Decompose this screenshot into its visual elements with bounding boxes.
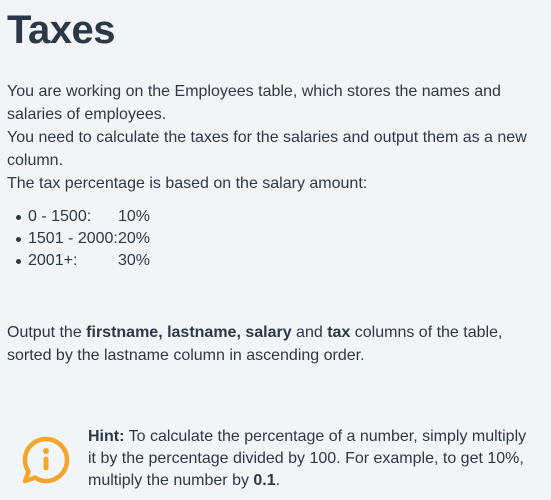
output-columns-bold: firstname, lastname, salary — [86, 324, 292, 341]
intro-line-2: You need to calculate the taxes for the … — [7, 129, 527, 169]
intro-line-3: The tax percentage is based on the salar… — [7, 175, 368, 192]
tax-tier-item: 2001+: 30% — [16, 250, 544, 272]
output-paragraph: Output the firstname, lastname, salary a… — [7, 321, 544, 367]
hint-box: Hint: To calculate the percentage of a n… — [20, 426, 540, 492]
tax-tier-range: 0 - 1500: — [28, 208, 92, 225]
tax-tier-rate: 20% — [118, 230, 151, 247]
tax-tier-range: 1501 - 2000: — [28, 230, 118, 247]
tax-tier-rate: 10% — [118, 208, 151, 225]
hint-end: . — [275, 472, 281, 489]
tax-tier-rate: 30% — [118, 252, 151, 269]
tax-tier-item: 0 - 1500: 10% — [16, 206, 544, 228]
bullet-icon — [16, 237, 21, 242]
bullet-icon — [16, 259, 21, 264]
hint-value: 0.1 — [253, 472, 276, 489]
tax-tier-list: 0 - 1500: 10% 1501 - 2000: 20% 2001+: 30… — [7, 206, 544, 272]
tax-tier-range: 2001+: — [28, 252, 78, 269]
hint-label: Hint: — [88, 428, 125, 445]
output-prefix: Output the — [7, 324, 87, 341]
output-tax-bold: tax — [327, 324, 351, 341]
output-instructions: Output the firstname, lastname, salary a… — [7, 321, 544, 367]
page-title: Taxes — [7, 8, 115, 52]
tax-tier-item: 1501 - 2000: 20% — [16, 228, 544, 250]
hint-body: To calculate the percentage of a number,… — [88, 428, 527, 489]
output-mid: and — [291, 324, 328, 341]
info-speech-bubble-icon — [22, 436, 70, 484]
bullet-icon — [16, 215, 21, 220]
output-suffix: columns of the table, sorted by the last… — [7, 324, 503, 364]
intro-line-1: You are working on the Employees table, … — [7, 83, 501, 123]
intro-text: You are working on the Employees table, … — [7, 80, 544, 195]
hint-text: Hint: To calculate the percentage of a n… — [88, 426, 533, 492]
